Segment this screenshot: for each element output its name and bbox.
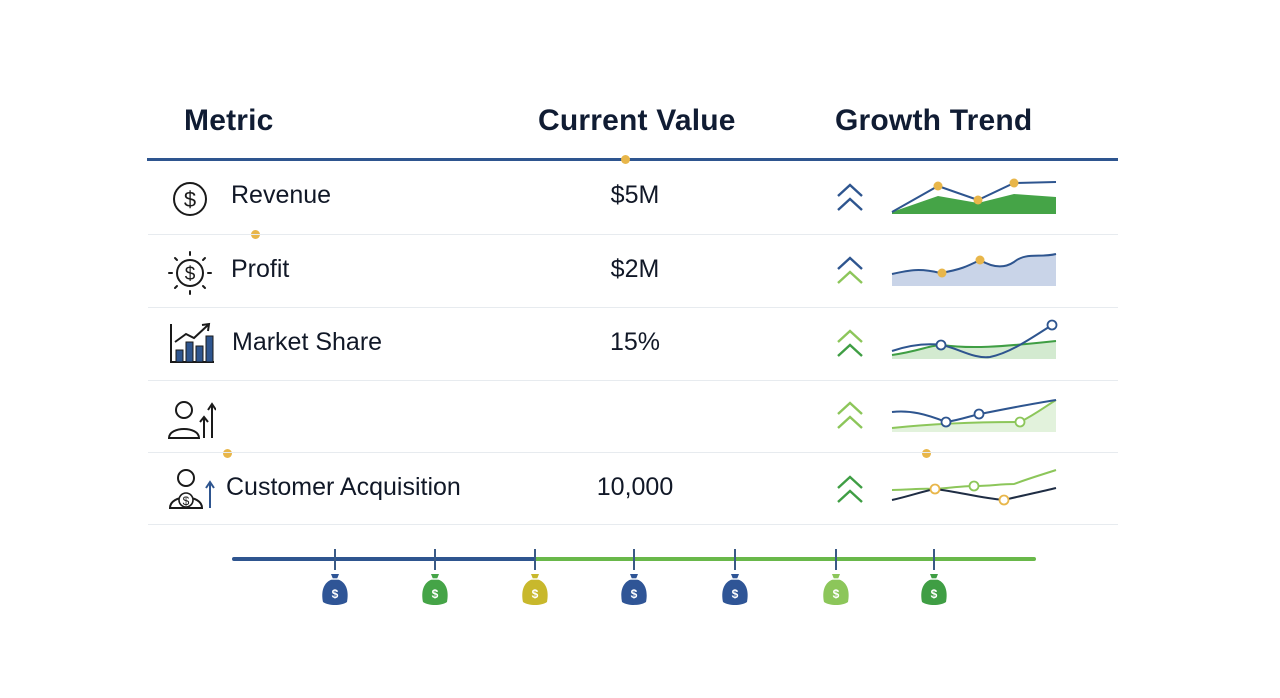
money-bag-icon: $ (322, 549, 348, 605)
row-divider (148, 524, 1118, 525)
svg-text:$: $ (185, 264, 196, 285)
metric-value: $2M (610, 255, 660, 283)
decorative-dot (223, 449, 232, 458)
svg-text:$: $ (631, 587, 638, 601)
growth-sparkline (891, 469, 1057, 506)
growth-sparkline (891, 399, 1057, 432)
growth-sparkline (891, 253, 1057, 286)
row-divider (148, 307, 1118, 308)
money-bag-icon: $ (921, 549, 947, 605)
bar-chart-growth-icon (170, 322, 214, 363)
header-growth-trend: Growth Trend (835, 104, 1033, 137)
double-chevron-up-icon (837, 329, 863, 357)
header-divider (147, 158, 1118, 161)
metric-value: 10,000 (596, 473, 674, 501)
dollar-burst-icon: $ (168, 251, 212, 295)
metric-value: $5M (610, 181, 660, 209)
svg-text:$: $ (833, 587, 840, 601)
money-bag-icon: $ (422, 549, 448, 605)
metric-label: Revenue (231, 181, 332, 209)
row-divider (148, 380, 1118, 381)
header-current-value: Current Value (538, 104, 736, 137)
metric-value: 15% (609, 328, 661, 356)
money-bag-icon: $ (621, 549, 647, 605)
user-growth-icon (167, 401, 216, 439)
money-bag-icon: $ (823, 549, 849, 605)
user-dollar-icon: $ (168, 469, 215, 509)
row-divider (148, 452, 1118, 453)
svg-text:$: $ (184, 187, 196, 212)
decorative-dot (922, 449, 931, 458)
metric-label: Market Share (232, 328, 383, 356)
metric-label: Customer Acquisition (226, 473, 461, 501)
metric-label: Profit (231, 255, 290, 283)
svg-text:$: $ (931, 587, 938, 601)
timeline: $ $ $ $ $ $ $ (232, 549, 1036, 605)
svg-text:$: $ (532, 587, 539, 601)
double-chevron-up-icon (837, 256, 863, 284)
svg-text:$: $ (332, 587, 339, 601)
growth-sparkline (891, 178, 1057, 214)
header-metric: Metric (184, 104, 274, 137)
dollar-circle-icon: $ (173, 182, 207, 216)
svg-text:$: $ (432, 587, 439, 601)
double-chevron-up-icon (837, 183, 863, 211)
growth-sparkline (891, 319, 1058, 359)
svg-text:$: $ (732, 587, 739, 601)
row-divider (148, 234, 1118, 235)
double-chevron-up-icon (837, 401, 863, 429)
money-bag-icon: $ (522, 549, 548, 605)
svg-text:$: $ (183, 494, 190, 508)
decorative-dot (621, 155, 630, 164)
double-chevron-up-icon (837, 475, 863, 503)
money-bag-icon: $ (722, 549, 748, 605)
